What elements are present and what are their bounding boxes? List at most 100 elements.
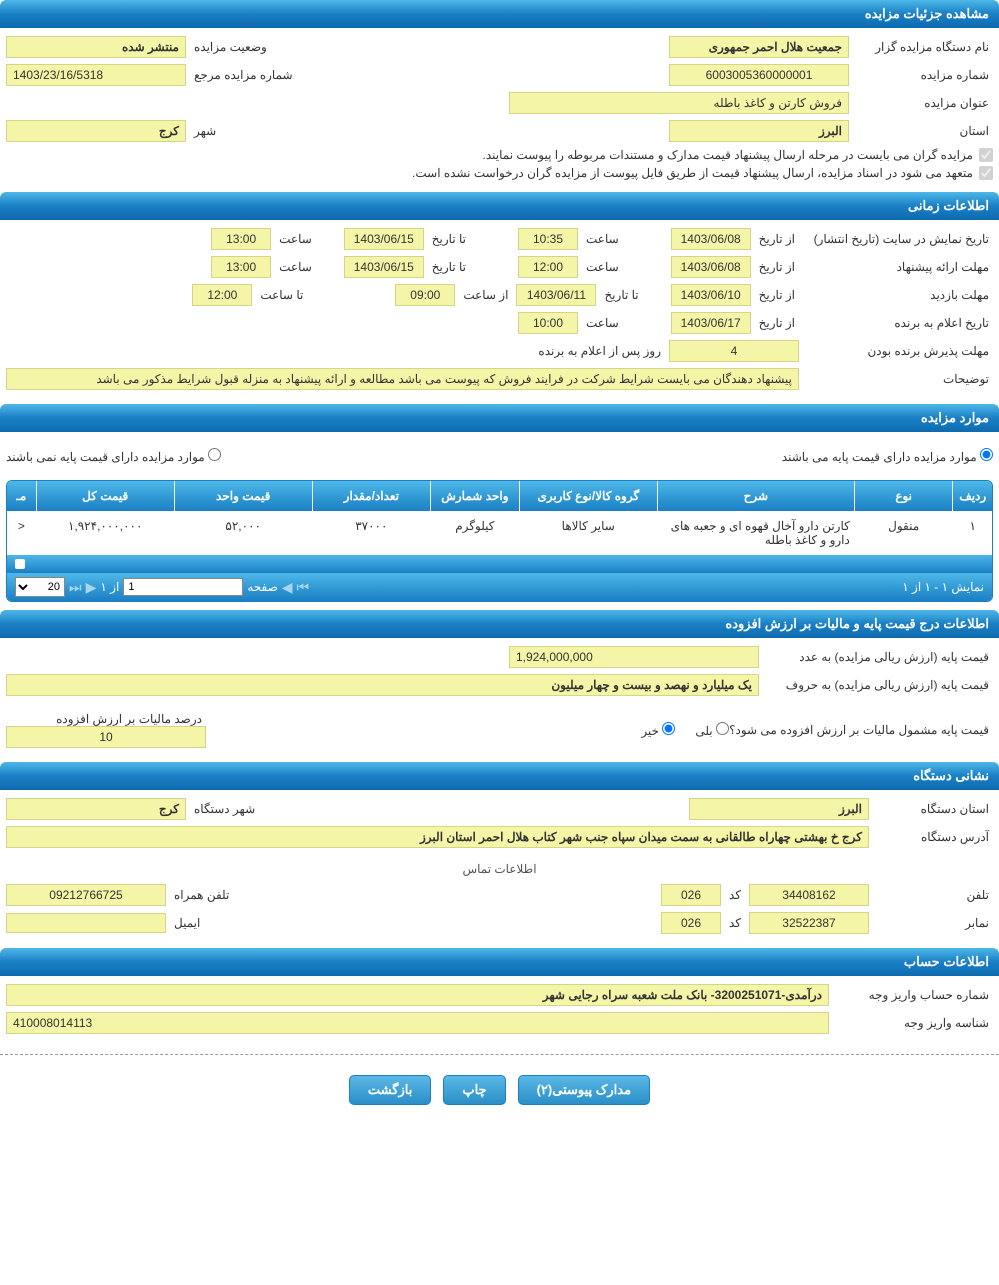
col-m: مـ xyxy=(7,481,36,511)
cell-desc: کارتن دارو آخال قهوه ای و جعبه های دارو … xyxy=(657,511,854,555)
fax-code-value: 026 xyxy=(661,912,721,934)
vat-q-label: قیمت پایه مشمول مالیات بر ارزش افزوده می… xyxy=(733,723,993,737)
tel-code-value: 026 xyxy=(661,884,721,906)
radio-has-price[interactable] xyxy=(980,448,993,461)
back-button[interactable]: بازگشت xyxy=(349,1075,431,1105)
from-date-3: 1403/06/10 xyxy=(671,284,751,306)
ref-num-value: 1403/23/16/5318 xyxy=(6,64,186,86)
pager-first-icon[interactable]: ⏮ xyxy=(297,579,310,596)
time-label-2a: ساعت xyxy=(582,260,623,274)
org-city-label: شهر دستگاه xyxy=(190,802,259,816)
time-3a: 09:00 xyxy=(395,284,455,306)
grid-scrollbar[interactable] xyxy=(7,555,992,573)
col-qty: تعداد/مقدار xyxy=(312,481,430,511)
ref-num-label: شماره مزایده مرجع xyxy=(190,68,297,82)
section-address-header: نشانی دستگاه xyxy=(0,762,999,790)
time-2b: 13:00 xyxy=(211,256,271,278)
grid-header: ردیف نوع شرح گروه کالا/نوع کاربری واحد ش… xyxy=(7,481,992,511)
time-label-1b: ساعت xyxy=(275,232,316,246)
section-price-header: اطلاعات درج قیمت پایه و مالیات بر ارزش ا… xyxy=(0,610,999,638)
org-label: نام دستگاه مزایده گزار xyxy=(853,40,993,54)
from-date-1: 1403/06/08 xyxy=(671,228,751,250)
accept-label: مهلت پذیرش برنده بودن xyxy=(803,344,993,358)
col-type: نوع xyxy=(854,481,953,511)
vat-yes-label[interactable]: بلی xyxy=(695,722,729,738)
radio-no-price[interactable] xyxy=(208,448,221,461)
section-time-header: اطلاعات زمانی xyxy=(0,192,999,220)
to-label-2: تا تاریخ xyxy=(428,260,470,274)
to-date-1: 1403/06/15 xyxy=(344,228,424,250)
auction-title-label: عنوان مزایده xyxy=(853,96,993,110)
email-value xyxy=(6,913,166,933)
cell-group: سایر کالاها xyxy=(519,511,657,555)
mobile-label: تلفن همراه xyxy=(170,888,233,902)
org-province-label: استان دستگاه xyxy=(873,802,993,816)
time-label-1a: ساعت xyxy=(582,232,623,246)
divider xyxy=(0,1054,999,1055)
tel-value: 34408162 xyxy=(749,884,869,906)
section-time: اطلاعات زمانی تاریخ نمایش در سایت (تاریخ… xyxy=(0,192,999,404)
checkbox-docs-label: مزایده گران می بایست در مرحله ارسال پیشن… xyxy=(483,148,973,162)
vat-no-radio[interactable] xyxy=(662,722,675,735)
time-label-3b: تا ساعت xyxy=(256,288,307,302)
fax-label: نمابر xyxy=(873,916,993,930)
price-radio-group: موارد مزایده دارای قیمت پایه می باشند مو… xyxy=(6,440,993,472)
pager-last-icon[interactable]: ⏭ xyxy=(69,579,82,596)
to-date-2: 1403/06/15 xyxy=(344,256,424,278)
tel-code-label: کد xyxy=(725,888,745,902)
checkbox-commit-label: متعهد می شود در اسناد مزایده، ارسال پیشن… xyxy=(412,166,973,180)
col-group: گروه کالا/نوع کاربری xyxy=(519,481,657,511)
mobile-value: 09212766725 xyxy=(6,884,166,906)
price-num-value: 1,924,000,000 xyxy=(509,646,759,668)
from-label-3: از تاریخ xyxy=(755,288,799,302)
org-value: جمعیت هلال احمر جمهوری xyxy=(669,36,849,58)
print-button[interactable]: چاپ xyxy=(443,1075,505,1105)
cell-idx: ۱ xyxy=(952,511,992,555)
pager-prev-icon[interactable]: ◀ xyxy=(282,579,293,596)
contact-title: اطلاعات تماس xyxy=(6,854,993,884)
section-account-header: اطلاعات حساب xyxy=(0,948,999,976)
vat-yes-radio[interactable] xyxy=(716,722,729,735)
accept-suffix: روز پس از اعلام به برنده xyxy=(534,344,665,358)
checkbox-docs xyxy=(979,148,993,162)
pager-info: نمایش ۱ - ۱ از ۱ xyxy=(902,580,984,594)
grid-pager: نمایش ۱ - ۱ از ۱ ⏮ ◀ صفحه از ۱ ▶ ⏭ 20 xyxy=(7,573,992,601)
table-row: ۱ منقول کارتن دارو آخال قهوه ای و جعبه ه… xyxy=(7,511,992,555)
vat-no-label[interactable]: خیر xyxy=(641,722,675,738)
pager-next-icon[interactable]: ▶ xyxy=(86,579,97,596)
notes-label: توضیحات xyxy=(803,372,993,386)
cell-m[interactable]: < xyxy=(7,511,36,555)
auction-title-value: فروش کارتن و کاغذ باطله xyxy=(509,92,849,114)
col-desc: شرح xyxy=(657,481,854,511)
section-details-header: مشاهده جزئیات مزایده xyxy=(0,0,999,28)
proposal-label: مهلت ارائه پیشنهاد xyxy=(803,260,993,274)
time-label-2b: ساعت xyxy=(275,260,316,274)
radio-no-price-label[interactable]: موارد مزایده دارای قیمت پایه نمی باشند xyxy=(6,448,221,464)
org-addr-label: آدرس دستگاه xyxy=(873,830,993,844)
col-idx: ردیف xyxy=(952,481,992,511)
section-account: اطلاعات حساب شماره حساب واریز وجه درآمدی… xyxy=(0,948,999,1048)
time-4: 10:00 xyxy=(518,312,578,334)
city-value: کرج xyxy=(6,120,186,142)
price-num-label: قیمت پایه (ارزش ریالی مزایده) به عدد xyxy=(763,650,993,664)
vat-pct-label: درصد مالیات بر ارزش افزوده xyxy=(6,712,206,726)
section-items: موارد مزایده موارد مزایده دارای قیمت پای… xyxy=(0,404,999,610)
pager-size-select[interactable]: 20 xyxy=(15,577,65,597)
to-label-1: تا تاریخ xyxy=(428,232,470,246)
time-label-4: ساعت xyxy=(582,316,623,330)
to-label-3: تا تاریخ xyxy=(600,288,642,302)
time-label-3a: از ساعت xyxy=(459,288,512,302)
pager-page-input[interactable] xyxy=(123,578,243,596)
email-label: ایمیل xyxy=(170,916,204,930)
province-label: استان xyxy=(853,124,993,138)
checkbox-commit xyxy=(979,166,993,180)
publish-label: تاریخ نمایش در سایت (تاریخ انتشار) xyxy=(803,232,993,246)
status-label: وضعیت مزایده xyxy=(190,40,271,54)
time-1b: 13:00 xyxy=(211,228,271,250)
attachments-button[interactable]: مدارک پیوستی(۲) xyxy=(518,1075,651,1105)
price-word-value: یک میلیارد و نهصد و بیست و چهار میلیون xyxy=(6,674,759,696)
from-label-1: از تاریخ xyxy=(755,232,799,246)
cell-unitprice: ۵۲,۰۰۰ xyxy=(174,511,312,555)
radio-has-price-label[interactable]: موارد مزایده دارای قیمت پایه می باشند xyxy=(782,448,993,464)
org-city-value: کرج xyxy=(6,798,186,820)
